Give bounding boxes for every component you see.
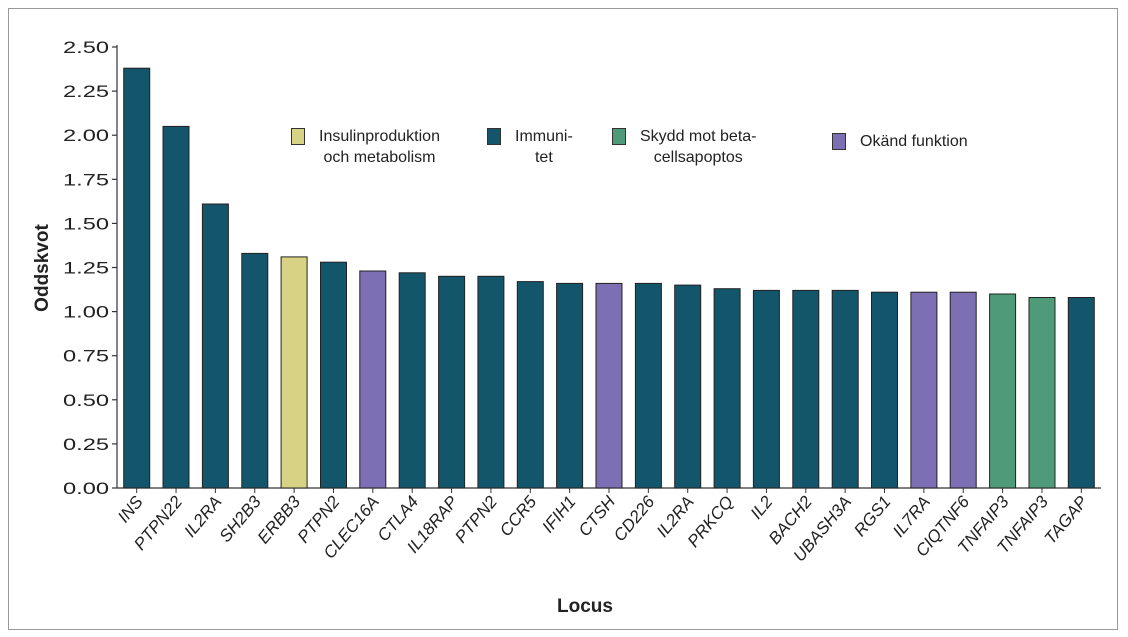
bar-ciqtnf6 xyxy=(949,291,977,489)
x-tick-label: ERBB3 xyxy=(254,492,305,547)
bar-ptpn2 xyxy=(320,261,347,489)
x-tick-label: PTPN2 xyxy=(451,492,501,547)
bar-cd226 xyxy=(634,282,662,489)
x-tick-label: IFIH1 xyxy=(538,492,579,536)
y-tick-label: 0.00 xyxy=(63,479,109,498)
x-tick-label: RGS1 xyxy=(850,492,894,540)
x-tick-label: IL2 xyxy=(747,492,777,523)
bar-ubash3a xyxy=(831,289,859,489)
bar-il7ra xyxy=(910,291,938,489)
y-tick-label: 1.25 xyxy=(63,259,109,278)
bar-clec16a xyxy=(359,270,387,489)
bar-il2ra xyxy=(674,284,702,489)
bar-ins xyxy=(123,67,151,489)
bar-tagap xyxy=(1067,297,1095,489)
bar-ctla4 xyxy=(398,272,426,489)
bar-ctsh xyxy=(595,282,623,489)
bar-prkcq xyxy=(713,288,741,489)
y-tick-label: 0.25 xyxy=(63,435,109,454)
bar-ptpn22 xyxy=(162,125,190,489)
bar-il2 xyxy=(752,289,780,489)
bar-ifih1 xyxy=(556,282,584,489)
bar-tnfaip3 xyxy=(1028,297,1056,489)
x-tick-label: CD226 xyxy=(610,492,659,545)
y-tick-label: 0.50 xyxy=(63,391,109,410)
bar-il2ra xyxy=(201,203,229,489)
y-tick-label: 1.00 xyxy=(63,303,109,322)
bar-il18rap xyxy=(438,275,466,489)
x-tick-label: CCR5 xyxy=(496,492,541,540)
y-axis-title: Oddskvot xyxy=(32,224,53,312)
y-tick-label: 0.75 xyxy=(63,347,109,366)
y-tick-label: 2.50 xyxy=(63,38,109,57)
bar-tnfaip3 xyxy=(989,293,1017,489)
bar-rgs1 xyxy=(871,291,898,489)
y-tick-label: 2.25 xyxy=(63,82,109,101)
y-tick-label: 1.75 xyxy=(63,170,109,189)
bar-ccr5 xyxy=(516,281,544,489)
y-tick-label: 2.00 xyxy=(63,126,109,145)
y-tick-label: 1.50 xyxy=(63,214,109,233)
x-axis-title: Locus xyxy=(557,596,613,617)
bar-bach2 xyxy=(792,289,820,489)
x-tick-label: TAGAP xyxy=(1041,492,1092,548)
bar-ptpn2 xyxy=(477,275,505,489)
bar-sh2b3 xyxy=(241,252,269,489)
bar-erbb3 xyxy=(280,256,308,489)
x-tick-label: INS xyxy=(114,492,147,526)
